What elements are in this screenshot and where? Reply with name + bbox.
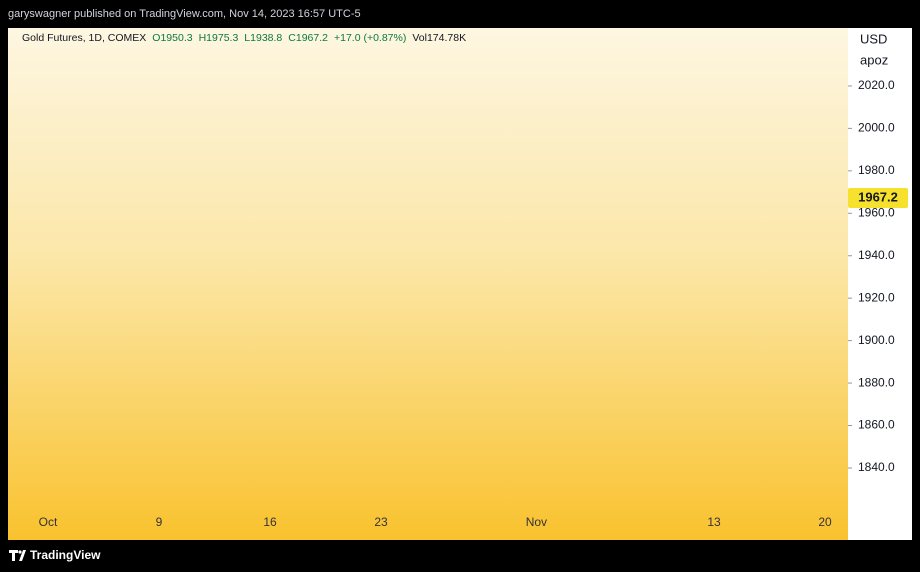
y-tick-label: 1880.0 bbox=[858, 375, 895, 389]
x-tick-label: 23 bbox=[374, 515, 388, 529]
plot-background bbox=[8, 28, 848, 540]
x-tick-label: 20 bbox=[818, 515, 832, 529]
price-axis bbox=[848, 28, 912, 540]
x-tick-label: 13 bbox=[707, 515, 721, 529]
x-tick-label: Nov bbox=[526, 515, 547, 529]
y-tick-label: 1980.0 bbox=[858, 163, 895, 177]
y-tick-label: 1920.0 bbox=[858, 290, 895, 304]
axis-note: apoz bbox=[860, 52, 888, 67]
legend-item: O1950.3 bbox=[152, 32, 192, 44]
legend-item: Vol174.78K bbox=[412, 32, 466, 44]
currency: USD bbox=[860, 31, 887, 46]
legend: Gold Futures, 1D, COMEX O1950.3 H1975.3 L19… bbox=[22, 32, 466, 44]
x-tick-label: 16 bbox=[263, 515, 277, 529]
header: garyswagner published on TradingView.com… bbox=[8, 8, 361, 20]
x-tick-label: 9 bbox=[156, 515, 163, 529]
y-tick-label: 1860.0 bbox=[858, 418, 895, 432]
y-tick-label: 1960.0 bbox=[858, 205, 895, 219]
y-tick-label: 1940.0 bbox=[858, 248, 895, 262]
legend-item: L1938.8 bbox=[244, 32, 282, 44]
legend-item: H1975.3 bbox=[199, 32, 239, 44]
footer-logo bbox=[9, 550, 26, 561]
y-tick-label: 1840.0 bbox=[858, 460, 895, 474]
y-tick-label: 2000.0 bbox=[858, 121, 895, 135]
last-price-box bbox=[848, 188, 908, 209]
x-tick-label: Oct bbox=[39, 515, 58, 529]
y-tick-label: 1900.0 bbox=[858, 333, 895, 347]
legend-item: +17.0 (+0.87%) bbox=[334, 32, 406, 44]
y-tick-label: 2020.0 bbox=[858, 78, 895, 92]
footer: TradingView bbox=[30, 548, 101, 562]
last-price-label: 1967.2 bbox=[858, 189, 898, 204]
legend-item: C1967.2 bbox=[288, 32, 328, 44]
legend-name: Gold Futures, 1D, COMEX bbox=[22, 32, 146, 44]
